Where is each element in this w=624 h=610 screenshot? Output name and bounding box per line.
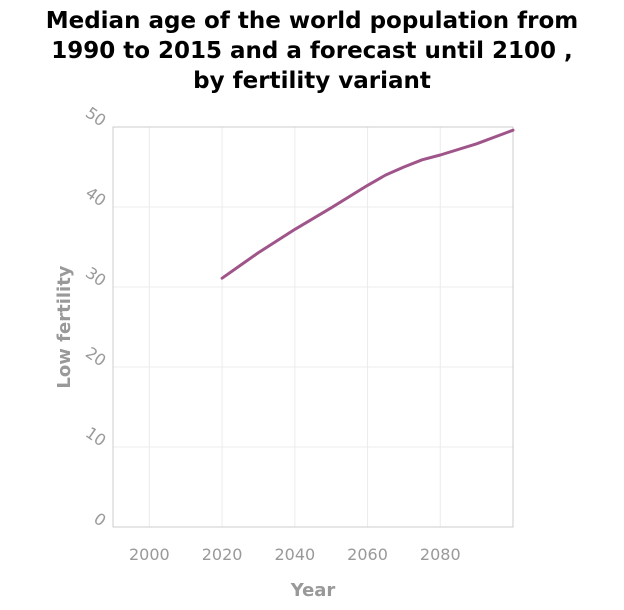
y-tick-label: 0 — [90, 509, 109, 530]
x-tick-label: 2060 — [347, 545, 388, 564]
series-line-1 — [220, 128, 515, 280]
x-tick-label: 2040 — [274, 545, 315, 564]
y-tick-label: 30 — [82, 263, 110, 290]
plot-frame — [112, 126, 514, 528]
chart-title-line-1: Median age of the world population from — [45, 8, 579, 34]
y-tick-label: 40 — [82, 183, 110, 210]
x-axis-title: Year — [290, 580, 336, 601]
chart-title-line-2: 1990 to 2015 and a forecast until 2100 , — [51, 38, 573, 64]
plot-area — [113, 127, 513, 527]
x-tick-label: 2080 — [420, 545, 461, 564]
y-axis-title: Low fertility — [54, 265, 75, 388]
chart-title: Median age of the world population from … — [0, 6, 624, 96]
y-tick-label: 10 — [82, 423, 110, 450]
chart-title-line-3: by fertility variant — [193, 68, 431, 94]
x-tick-label: 2020 — [202, 545, 243, 564]
x-tick-label: 2000 — [129, 545, 170, 564]
y-tick-label: 20 — [82, 343, 110, 370]
y-tick-label: 50 — [82, 103, 110, 130]
